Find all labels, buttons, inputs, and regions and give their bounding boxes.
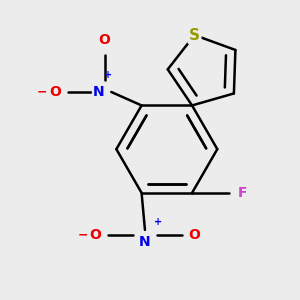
Text: O: O bbox=[99, 33, 110, 46]
Text: N: N bbox=[139, 235, 151, 249]
Text: F: F bbox=[238, 186, 247, 200]
Text: O: O bbox=[189, 228, 201, 242]
Text: +: + bbox=[104, 70, 112, 80]
Text: O: O bbox=[49, 85, 61, 99]
Text: N: N bbox=[93, 85, 105, 99]
Text: +: + bbox=[154, 217, 163, 226]
Text: −: − bbox=[77, 228, 88, 242]
Text: S: S bbox=[189, 28, 200, 43]
Text: O: O bbox=[89, 228, 101, 242]
Text: −: − bbox=[37, 85, 47, 98]
